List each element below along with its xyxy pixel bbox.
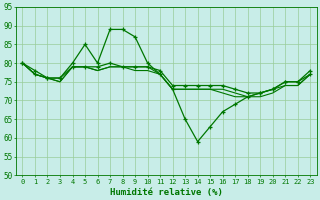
X-axis label: Humidité relative (%): Humidité relative (%) xyxy=(110,188,223,197)
